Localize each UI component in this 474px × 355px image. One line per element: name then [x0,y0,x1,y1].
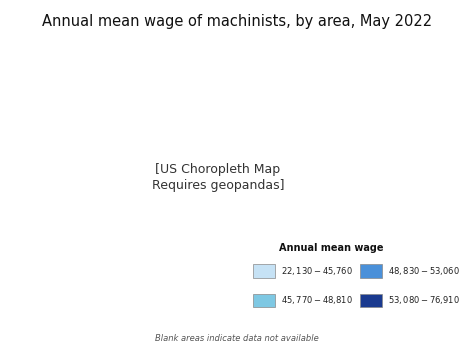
Text: $53,080 - $76,910: $53,080 - $76,910 [388,294,460,306]
Text: $45,770 - $48,810: $45,770 - $48,810 [282,294,353,306]
FancyBboxPatch shape [253,294,275,307]
FancyBboxPatch shape [360,294,382,307]
Text: Annual mean wage of machinists, by area, May 2022: Annual mean wage of machinists, by area,… [42,14,432,29]
Text: Blank areas indicate data not available: Blank areas indicate data not available [155,334,319,343]
FancyBboxPatch shape [253,264,275,278]
Text: $48,830 - $53,060: $48,830 - $53,060 [388,264,460,277]
Text: $22,130 - $45,760: $22,130 - $45,760 [282,264,353,277]
FancyBboxPatch shape [360,264,382,278]
Text: [US Choropleth Map
Requires geopandas]: [US Choropleth Map Requires geopandas] [152,164,284,191]
Text: Annual mean wage: Annual mean wage [279,243,383,253]
